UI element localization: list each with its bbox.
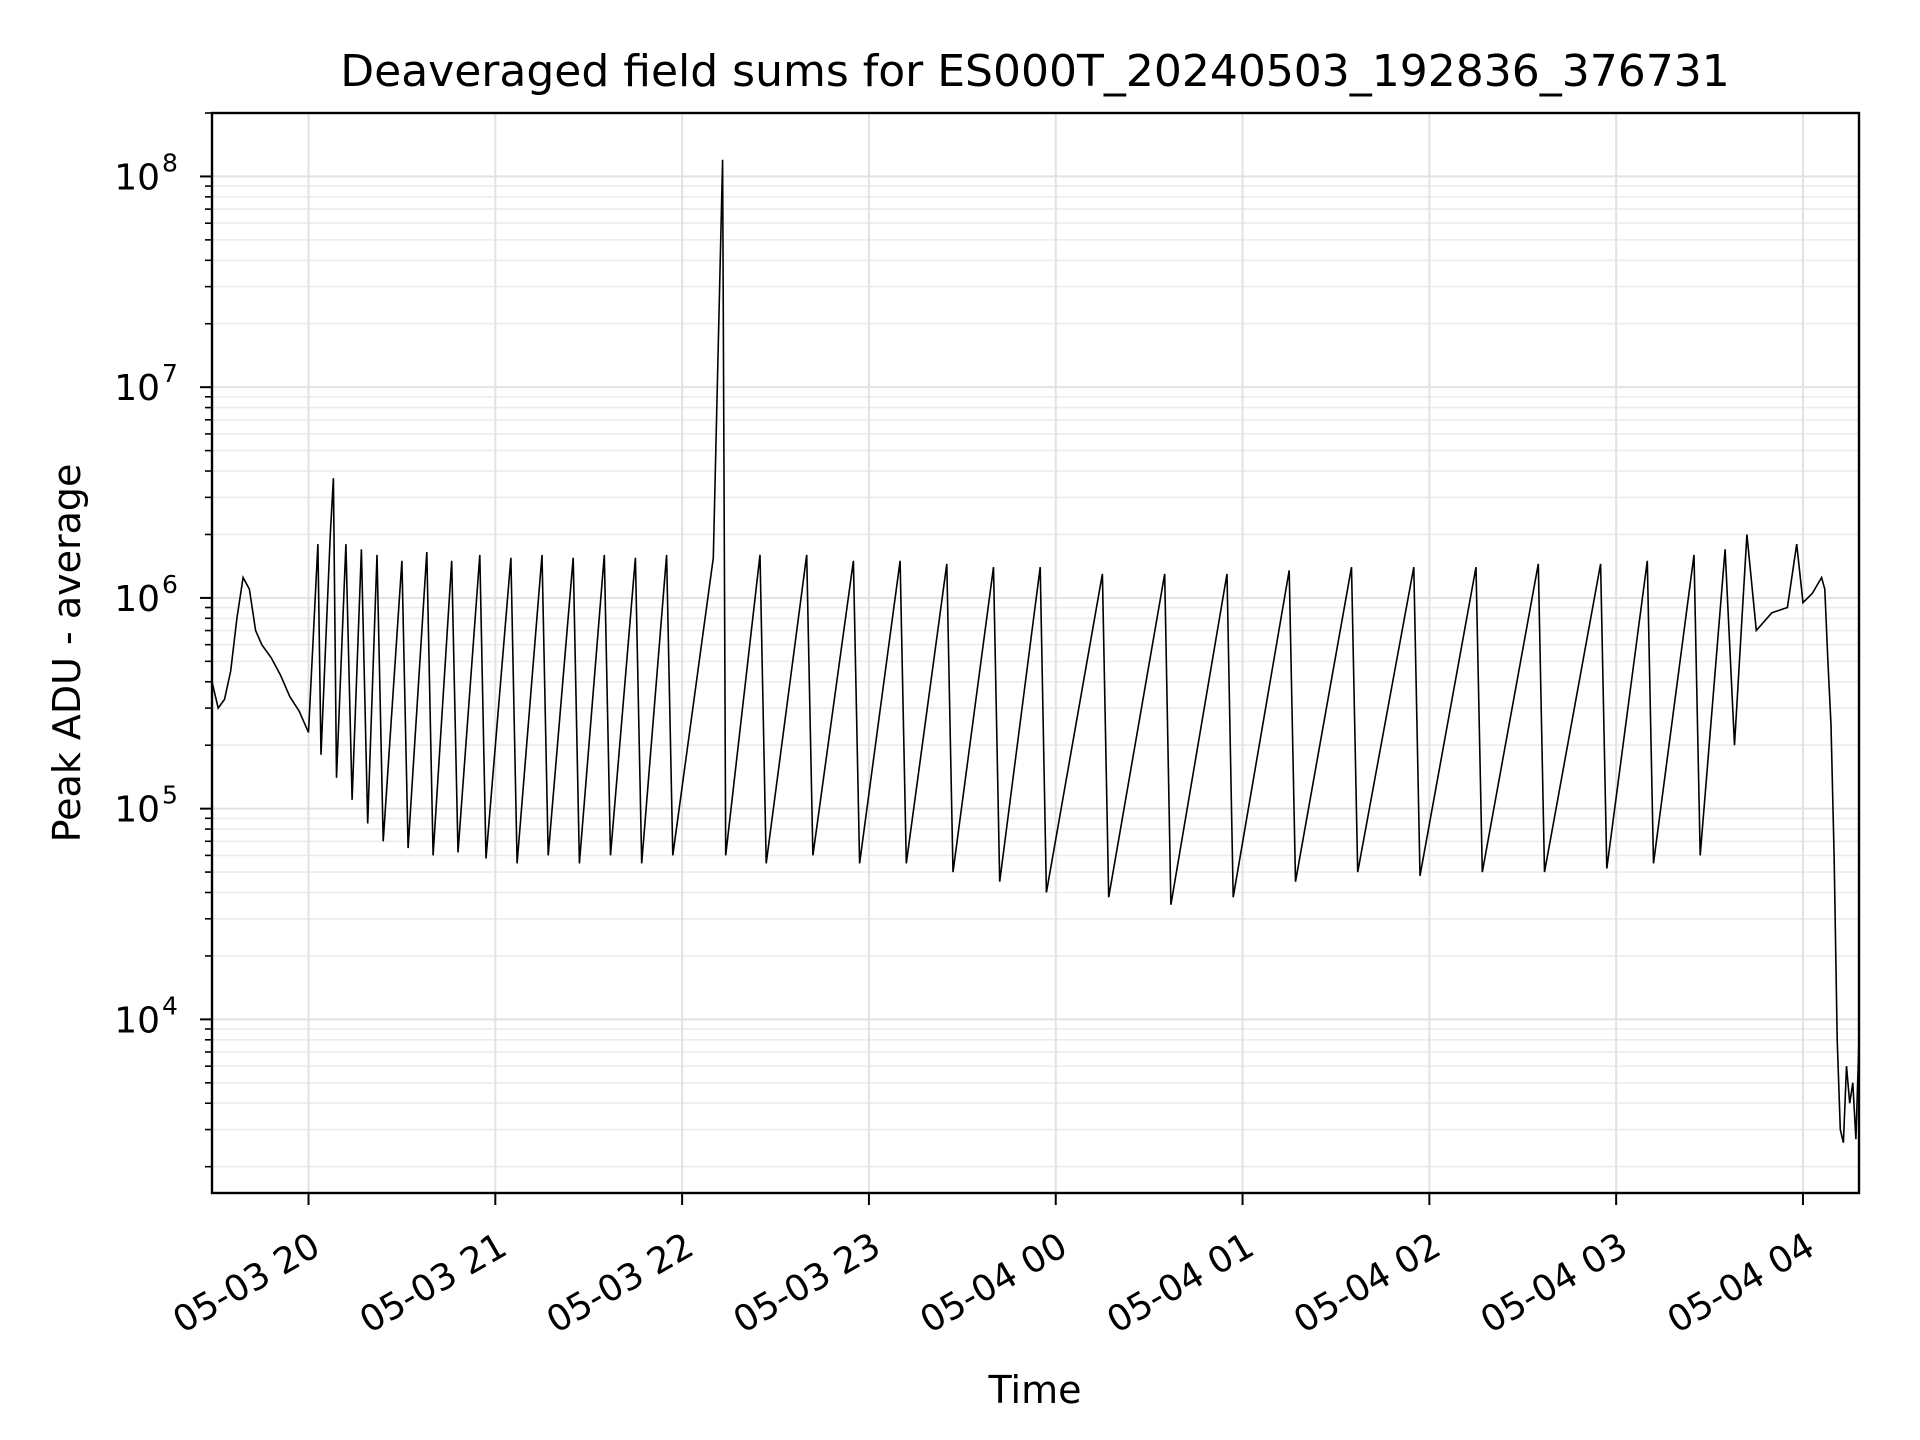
y-tick-exponent: 7 — [162, 359, 178, 388]
x-axis-label: Time — [988, 1368, 1082, 1412]
y-tick-label: 10 — [114, 579, 160, 620]
y-tick-label: 10 — [114, 790, 160, 831]
grid — [212, 112, 1859, 1193]
y-tick-label: 10 — [114, 1000, 160, 1041]
y-tick-exponent: 6 — [162, 570, 178, 599]
y-tick-label: 10 — [114, 368, 160, 409]
chart-title: Deaveraged field sums for ES000T_2024050… — [340, 46, 1729, 97]
y-tick-exponent: 4 — [162, 991, 178, 1020]
y-axis-label: Peak ADU - average — [45, 464, 89, 843]
plot-area-frame — [210, 111, 1861, 1195]
series-line — [211, 159, 1860, 1143]
y-tick-label: 10 — [114, 157, 160, 198]
series-layer — [211, 159, 1860, 1143]
y-tick-exponent: 8 — [162, 148, 178, 177]
y-tick-exponent: 5 — [162, 781, 178, 810]
